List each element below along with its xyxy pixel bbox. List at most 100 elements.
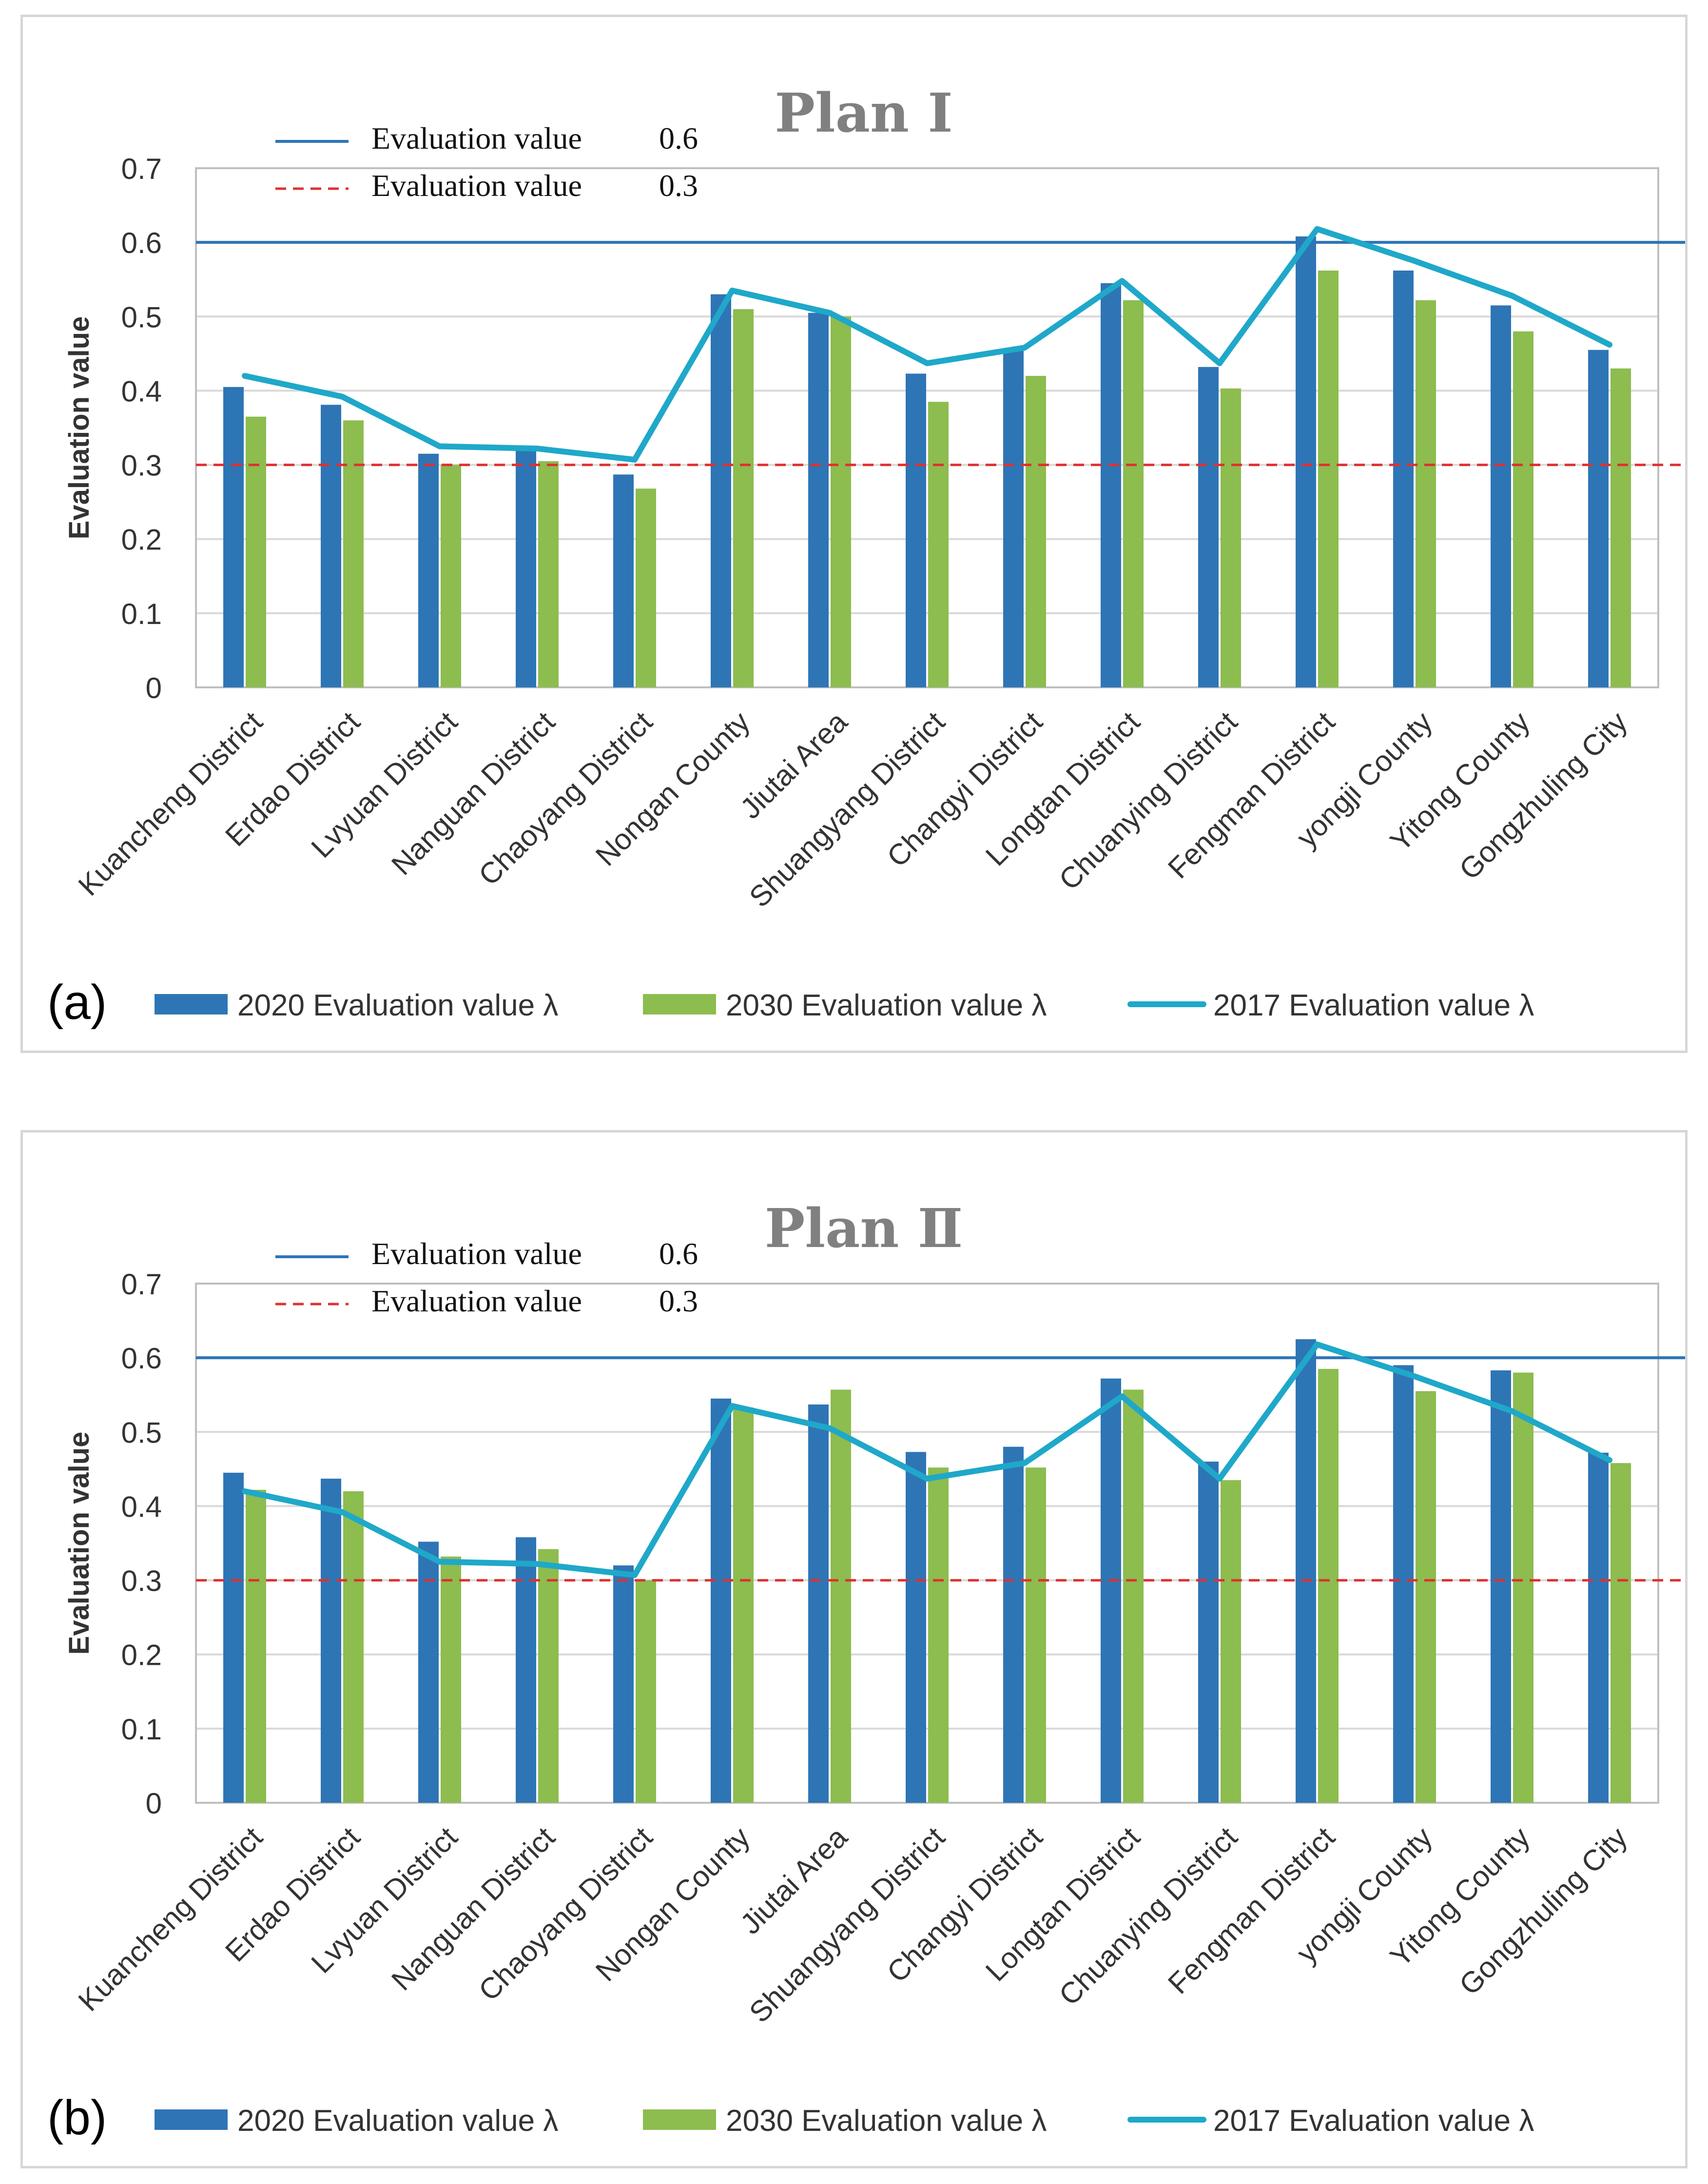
line-2017-point: [634, 1574, 635, 1576]
bar-2030: [343, 1491, 364, 1803]
legend-2020-swatch: [155, 994, 228, 1014]
x-category-label: Chuanying District: [1053, 1821, 1244, 2012]
panel-label: (b): [47, 2090, 107, 2145]
bar-2030: [1123, 1389, 1144, 1803]
bar-2030: [246, 416, 266, 687]
chart-panel-b: Plan Ⅱ 0 0.1 0.2 0.3 0.4 0.5 0.6 0.7 Evaluation v…: [20, 1130, 1688, 2168]
bar-2020: [516, 1537, 536, 1803]
bar-2030: [636, 1580, 656, 1803]
bar-2020: [711, 294, 731, 687]
y-tick-label: 0.6: [121, 227, 162, 259]
x-category-label: Kuancheng District: [72, 705, 269, 902]
line-2017-point: [1317, 1344, 1318, 1345]
chart-svg-a: Plan Ⅰ 0 0.1 0.2 0.3 0.4 0.5 0.6 0.7 Evaluation v…: [47, 81, 1685, 1030]
bar-2030: [1123, 300, 1144, 687]
legend-ref-0-6-value: 0.6: [659, 121, 698, 156]
line-2017-point: [829, 1427, 830, 1429]
x-category-label: Chuanying District: [1053, 705, 1244, 897]
bar-2020: [1588, 1452, 1609, 1803]
bar-2020: [1296, 1339, 1316, 1803]
line-2017-point: [1512, 1410, 1513, 1412]
line-2017-point: [732, 1405, 733, 1407]
bar-2020: [418, 1541, 439, 1803]
legend-2017-label: 2017 Evaluation value λ: [1213, 989, 1534, 1022]
bar-2020: [321, 1479, 341, 1803]
y-tick-label: 0: [146, 672, 162, 704]
bar-2020: [223, 1472, 244, 1803]
y-axis-title: Evaluation value: [63, 316, 95, 540]
x-category-label: Fengman District: [1162, 705, 1341, 885]
y-tick-label: 0.1: [121, 1713, 162, 1746]
line-2017-point: [1122, 280, 1123, 282]
chart-svg-b: Plan Ⅱ 0 0.1 0.2 0.3 0.4 0.5 0.6 0.7 Evaluation v…: [47, 1197, 1685, 2145]
line-2017-point: [537, 448, 538, 449]
bar-2030: [538, 1549, 559, 1803]
bar-2030: [1611, 1463, 1631, 1803]
y-tick-label: 0.5: [121, 1416, 162, 1449]
bar-2030: [441, 465, 461, 687]
legend-ref-0-6-value: 0.6: [659, 1236, 698, 1271]
bar-2020: [223, 387, 244, 687]
bar-2030: [1416, 300, 1436, 687]
y-tick-label: 0.5: [121, 301, 162, 333]
legend-ref-0-3-value: 0.3: [659, 1284, 698, 1318]
x-category-label: Chaoyang District: [472, 705, 659, 892]
bar-2030: [246, 1489, 266, 1803]
x-category-label: Shuangyang District: [743, 705, 951, 914]
bar-2020: [1393, 1365, 1414, 1803]
legend-2017-label: 2017 Evaluation value λ: [1213, 2104, 1534, 2138]
bar-2030: [538, 461, 559, 687]
bar-2030: [1611, 368, 1631, 687]
line-2017-point: [634, 459, 635, 460]
legend-2030-label: 2030 Evaluation value λ: [726, 989, 1047, 1022]
plot-frame: [195, 1283, 1659, 1804]
plot-frame: [195, 167, 1659, 688]
line-2017-point: [927, 1478, 928, 1480]
line-2017-point: [732, 290, 733, 292]
x-category-label: Gongzhuling City: [1453, 1821, 1633, 2001]
bar-2030: [343, 420, 364, 687]
line-2017-point: [1024, 1462, 1025, 1464]
x-category-label: Fengman District: [1162, 1821, 1341, 2000]
bar-2020: [1198, 367, 1219, 687]
bar-2020: [1296, 236, 1316, 687]
bar-2020: [711, 1398, 731, 1803]
y-tick-label: 0.1: [121, 598, 162, 630]
y-axis-title: Evaluation value: [63, 1432, 95, 1655]
line-2017-point: [1024, 347, 1025, 349]
bar-2030: [636, 488, 656, 687]
x-category-label: Kuancheng District: [72, 1821, 269, 2018]
legend-ref-0-6-name: Evaluation value: [371, 1236, 582, 1271]
bar-2020: [1491, 305, 1511, 687]
bar-2020: [1003, 350, 1024, 687]
bar-2020: [808, 1404, 829, 1803]
legend-2030-swatch: [643, 994, 716, 1014]
chart-title: Plan Ⅱ: [765, 1197, 963, 1260]
line-2017-point: [829, 312, 830, 313]
y-tick-label: 0: [146, 1787, 162, 1820]
y-tick-label: 0.3: [121, 1565, 162, 1598]
chart-panel-a: Plan Ⅰ 0 0.1 0.2 0.3 0.4 0.5 0.6 0.7 Evaluation v…: [20, 15, 1688, 1053]
y-tick-label: 0.3: [121, 449, 162, 482]
bar-2030: [733, 309, 754, 687]
bar-2020: [418, 453, 439, 687]
panel-label: (a): [47, 975, 107, 1030]
bar-2020: [1101, 283, 1121, 687]
legend-ref-0-3-value: 0.3: [659, 168, 698, 203]
legend-2020-swatch: [155, 2109, 228, 2130]
bar-2030: [831, 316, 851, 687]
y-tick-label: 0.7: [121, 1268, 162, 1301]
bar-2030: [1513, 1372, 1533, 1803]
line-2017-point: [342, 396, 343, 397]
line-2017-point: [1609, 1460, 1610, 1461]
line-2017-point: [1317, 228, 1318, 230]
x-category-label: Nanguan District: [385, 1821, 561, 1997]
bar-2030: [1221, 388, 1241, 687]
bar-2020: [808, 312, 829, 687]
bar-2020: [1588, 350, 1609, 687]
bar-2030: [1318, 270, 1339, 687]
y-tick-label: 0.2: [121, 1639, 162, 1672]
legend-ref-0-3-name: Evaluation value: [371, 1284, 582, 1318]
bar-2020: [1491, 1370, 1511, 1803]
legend-2030-swatch: [643, 2109, 716, 2130]
